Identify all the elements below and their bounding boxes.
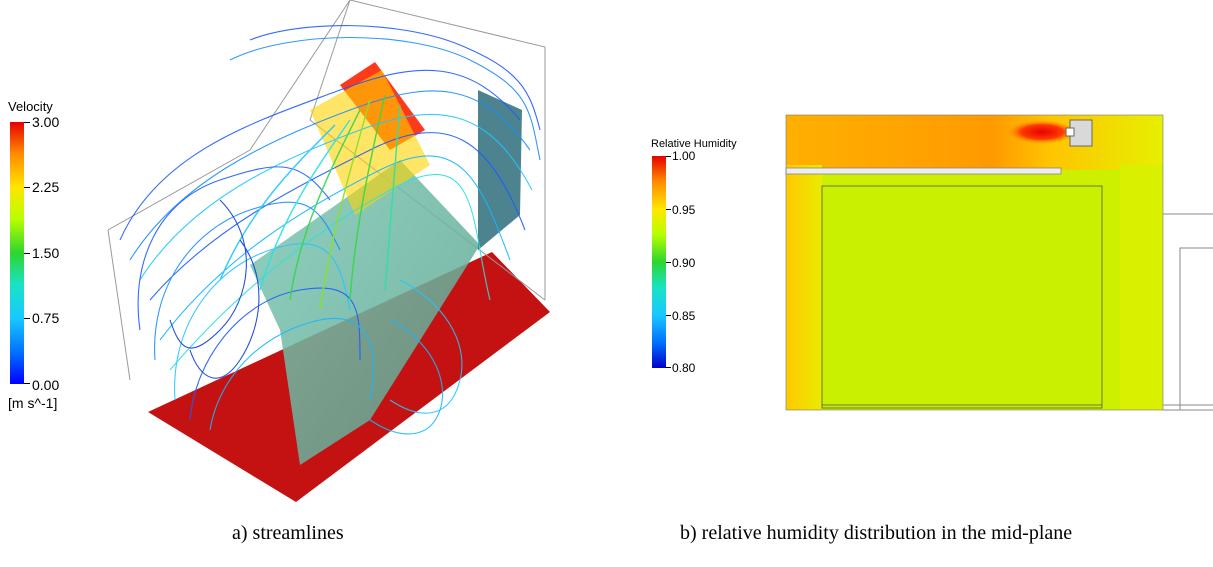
caption-b: b) relative humidity distribution in the… [680,522,1073,544]
humidity-tick-mark [666,156,671,157]
inlet-nozzle [1065,127,1075,137]
velocity-tick-mark [24,383,30,384]
velocity-tick-mark [24,318,30,319]
velocity-tick-label: 0.00 [32,377,60,393]
right-band [1120,165,1163,410]
humidity-color-bar [652,156,666,368]
humidity-tick-mark [666,262,671,263]
humidity-tick-label: 0.80 [672,361,696,375]
side-cabinet [478,90,522,250]
interior-block [250,160,480,465]
shelf-bar [785,167,1062,175]
external-geometry [1163,213,1213,411]
velocity-tick-label: 2.25 [32,179,60,195]
inner-volume [821,185,1103,409]
panel-b: Relative Humidity 1.00 0.95 0.90 0.85 0.… [600,0,1213,567]
velocity-legend: Velocity 3.00 2.25 1.50 0.75 0.00 [m s^-… [0,0,110,430]
velocity-tick-mark [24,253,30,254]
velocity-tick-mark [24,122,30,123]
domain-outline [785,114,1164,411]
humidity-tick-label: 0.95 [672,203,696,217]
humidity-legend-title: Relative Humidity [651,138,737,150]
panel-a: Velocity 3.00 2.25 1.50 0.75 0.00 [m s^-… [0,0,600,567]
humidity-tick-label: 0.90 [672,256,696,270]
humidity-tick-label: 0.85 [672,309,696,323]
velocity-unit-label: [m s^-1] [8,395,58,411]
velocity-color-bar [10,122,24,384]
upper-band [786,115,1163,170]
velocity-tick-label: 0.75 [32,310,60,326]
velocity-tick-label: 1.50 [32,245,60,261]
streamline-3d-render [107,0,550,502]
humidity-tick-label: 1.00 [672,149,696,163]
left-band [786,165,822,410]
humidity-tick-mark [666,315,671,316]
humidity-tick-mark [666,209,671,210]
humidity-tick-mark [666,367,671,368]
humidity-legend: Relative Humidity 1.00 0.95 0.90 0.85 0.… [600,0,770,400]
velocity-tick-label: 3.00 [32,114,60,130]
streamlines [119,25,541,435]
velocity-legend-title: Velocity [8,99,53,114]
caption-a: a) streamlines [232,522,344,544]
velocity-tick-mark [24,187,30,188]
humidity-contour-plot [785,114,1213,411]
inlet-jet [1007,120,1077,144]
